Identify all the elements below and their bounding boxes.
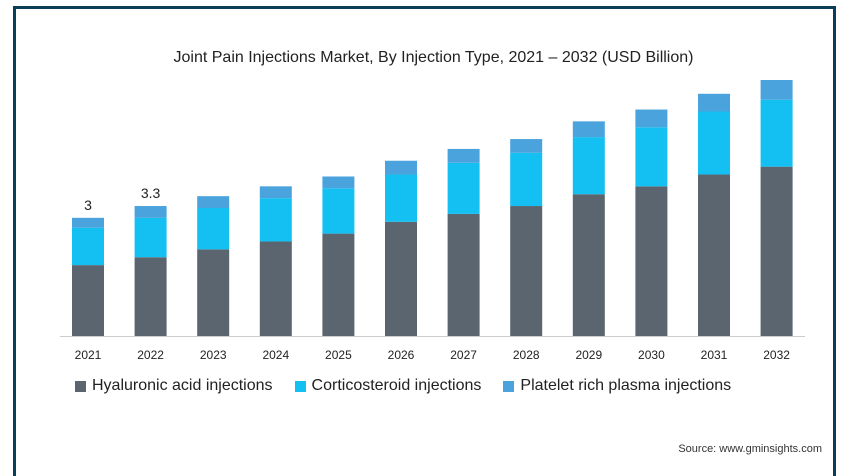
bar-segment-2025-series-0 [322, 233, 355, 336]
bar-segment-2032-series-2 [760, 80, 793, 100]
bar-segment-2028-series-1 [510, 152, 543, 207]
bar-segment-2024-series-0 [259, 241, 292, 336]
source-note: Source: www.gminsights.com [678, 443, 822, 455]
bar-segment-2029-series-0 [572, 194, 605, 336]
bar-segment-2024-series-1 [259, 198, 292, 242]
legend-label-hyaluronic: Hyaluronic acid injections [92, 377, 273, 394]
bar-segment-2026-series-0 [385, 221, 417, 336]
bar-segment-2029-series-2 [572, 121, 605, 138]
x-tick-label: 2030 [638, 348, 665, 362]
x-tick-label: 2027 [450, 348, 477, 362]
chart-legend: Hyaluronic acid injections Corticosteroi… [75, 377, 731, 395]
bar-segment-2032-series-1 [760, 99, 793, 167]
legend-label-prp: Platelet rich plasma injections [520, 377, 732, 394]
bar-segment-2026-series-2 [385, 160, 417, 175]
bar-segment-2030-series-2 [635, 109, 668, 128]
bar-segment-2022-series-1 [134, 217, 167, 258]
data-label-2022: 3.3 [141, 185, 161, 201]
x-tick-label: 2023 [200, 348, 227, 362]
bar-segment-2028-series-0 [510, 206, 543, 336]
x-tick-label: 2026 [388, 348, 415, 362]
x-tick-label: 2025 [325, 348, 352, 362]
x-tick-label: 2028 [513, 348, 540, 362]
bar-segment-2024-series-2 [259, 186, 292, 199]
legend-swatch-corticosteroid [294, 380, 306, 392]
x-tick-label: 2024 [262, 348, 289, 362]
x-tick-label: 2031 [701, 348, 728, 362]
bar-segment-2027-series-0 [447, 213, 480, 336]
legend-item-corticosteroid: Corticosteroid injections [294, 377, 482, 395]
stacked-bar-chart: 2021 3 2022 3.3 2023 2024 2025 2026 2027 2028 2029… [60, 80, 805, 362]
bar-segment-2027-series-1 [447, 162, 480, 214]
bar-segment-2031-series-0 [698, 174, 730, 336]
legend-swatch-hyaluronic [75, 380, 86, 392]
legend-swatch-prp [503, 380, 515, 392]
bar-segment-2023-series-0 [197, 249, 230, 336]
x-tick-label: 2029 [575, 348, 602, 362]
legend-label-corticosteroid: Corticosteroid injections [311, 377, 482, 394]
bar-segment-2021-series-1 [72, 227, 104, 266]
x-tick-label: 2022 [137, 348, 164, 362]
bar-segment-2021-series-0 [72, 265, 104, 336]
bar-segment-2023-series-2 [197, 196, 230, 208]
bar-segment-2026-series-1 [385, 174, 417, 222]
bar-segment-2027-series-2 [447, 148, 480, 163]
chart-title: Joint Pain Injections Market, By Injecti… [173, 49, 694, 66]
bar-segment-2031-series-2 [698, 93, 730, 112]
legend-item-prp: Platelet rich plasma injections [503, 377, 731, 395]
bar-segment-2029-series-1 [572, 137, 605, 195]
bar-segment-2023-series-1 [197, 208, 230, 250]
x-tick-label: 2021 [75, 348, 102, 362]
bar-segment-2031-series-1 [698, 111, 730, 175]
bar-segment-2025-series-2 [322, 176, 355, 189]
bar-segment-2030-series-0 [635, 186, 668, 336]
bar-segment-2021-series-2 [72, 217, 104, 228]
x-tick-label: 2032 [763, 348, 790, 362]
legend-item-hyaluronic: Hyaluronic acid injections [75, 377, 273, 395]
bar-segment-2028-series-2 [510, 139, 543, 153]
bar-segment-2032-series-0 [760, 166, 793, 336]
data-label-2021: 3 [84, 197, 92, 213]
bar-segment-2030-series-1 [635, 127, 668, 187]
bar-segment-2022-series-0 [134, 257, 167, 336]
bar-segment-2025-series-1 [322, 188, 355, 234]
bar-segment-2022-series-2 [134, 206, 167, 218]
